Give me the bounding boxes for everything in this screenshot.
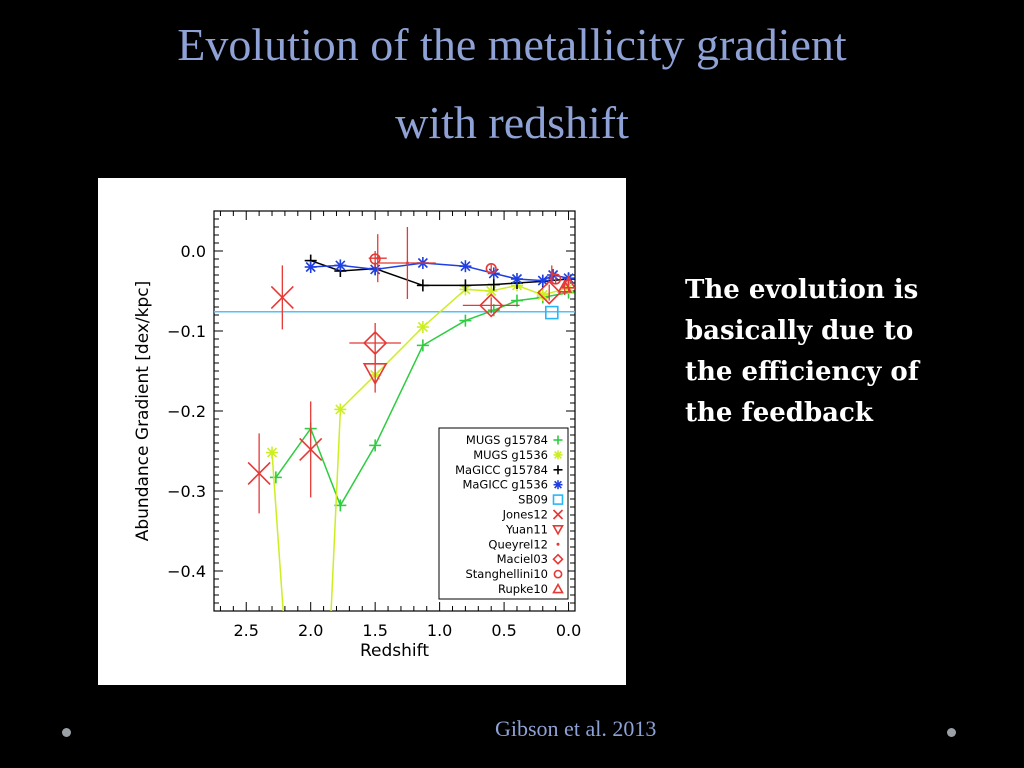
data-point — [334, 259, 347, 272]
legend-label: Stanghellini10 — [465, 567, 548, 581]
side-text-line: the feedback — [685, 398, 873, 428]
data-point — [537, 280, 562, 305]
data-point — [405, 261, 409, 265]
data-point — [369, 439, 382, 452]
legend-box — [438, 427, 569, 600]
data-point — [487, 278, 500, 291]
series-line — [310, 262, 569, 282]
legend-marker — [556, 542, 560, 546]
x-tick-label: 2.0 — [298, 621, 323, 640]
legend-marker — [553, 569, 563, 579]
data-point — [376, 256, 380, 260]
legend-marker — [553, 480, 563, 490]
data-point — [304, 261, 317, 273]
data-point — [324, 629, 336, 641]
data-point — [363, 330, 388, 356]
data-point — [550, 271, 554, 275]
side-text-line: basically due to — [685, 316, 914, 346]
title-line-1: Evolution of the metallicity gradient — [177, 19, 847, 70]
legend-label: MaGICC g15784 — [455, 463, 548, 477]
data-point — [561, 275, 575, 289]
y-tick-label: −0.1 — [167, 322, 206, 341]
legend-label: Yuan11 — [505, 522, 548, 536]
legend-label: Queyrel12 — [488, 537, 548, 551]
x-tick-label: 2.5 — [234, 621, 259, 640]
data-point — [485, 262, 497, 275]
legend-marker — [553, 435, 563, 445]
data-point — [416, 339, 429, 352]
legend-marker — [552, 553, 564, 565]
legend-label: SB09 — [518, 493, 548, 507]
legend-marker — [552, 509, 564, 520]
legend-marker — [552, 494, 564, 505]
side-text-line: The evolution is — [685, 275, 919, 305]
series-magicc-g15784 — [304, 254, 575, 292]
series-line — [275, 291, 569, 508]
data-point — [510, 273, 523, 285]
data-point — [270, 285, 294, 309]
plot-area — [214, 227, 575, 641]
data-point — [459, 314, 472, 327]
data-point — [536, 289, 549, 301]
x-axis-label: Redshift — [360, 641, 429, 661]
y-axis-label: Abundance Gradient [dex/kpc] — [133, 281, 153, 542]
legend-marker — [553, 465, 563, 475]
data-point — [299, 437, 323, 461]
data-point — [459, 279, 472, 292]
data-point — [334, 403, 347, 416]
right-bullet-dot — [947, 728, 956, 737]
series-rupke10 — [557, 275, 575, 295]
y-tick-label: −0.3 — [167, 482, 206, 501]
data-point — [416, 279, 429, 292]
data-point — [510, 294, 523, 307]
data-point — [459, 260, 472, 273]
legend-label: MaGICC g1536 — [462, 478, 548, 492]
series-sb09 — [544, 305, 559, 320]
data-point — [557, 279, 573, 293]
legend-label: Maciel03 — [497, 552, 548, 566]
legend-marker — [552, 582, 564, 594]
data-point — [279, 629, 291, 641]
data-point — [269, 471, 282, 484]
legend-label: Jones12 — [502, 508, 548, 522]
x-tick-label: 1.0 — [427, 621, 452, 640]
slide-title: Evolution of the metallicity gradient wi… — [0, 6, 1024, 162]
title-line-2: with redshift — [395, 97, 629, 148]
legend-label: MUGS g15784 — [466, 433, 548, 447]
data-point — [362, 363, 388, 386]
y-tick-label: 0.0 — [181, 242, 206, 261]
data-point — [247, 461, 271, 485]
y-tick-label: −0.4 — [167, 562, 206, 581]
series-queyrel12 — [368, 227, 554, 299]
data-point — [550, 273, 562, 285]
side-text-line: the efficiency of — [685, 357, 919, 387]
chart-panel: 2.5 2.0 1.5 1.0 0.5 0.0 0.0 −0.1 −0.2 −0.3 −0.4 Red… — [98, 178, 626, 685]
legend-marker — [552, 524, 564, 536]
data-point — [266, 446, 279, 459]
series-maciel03 — [349, 280, 562, 363]
data-point — [369, 253, 381, 265]
series-jones12 — [247, 265, 323, 514]
x-tick-label: 1.5 — [362, 621, 387, 640]
citation: Gibson et al. 2013 — [495, 716, 657, 741]
x-tick-label: 0.0 — [556, 621, 581, 640]
data-point — [479, 293, 504, 318]
data-point — [416, 321, 429, 333]
left-bullet-dot — [62, 728, 71, 737]
series-stanghellini10 — [369, 251, 562, 285]
side-text: The evolution is basically due to the ef… — [685, 270, 1015, 434]
x-tick-label: 0.5 — [491, 621, 516, 640]
y-tick-label: −0.2 — [167, 402, 206, 421]
legend-label: Rupke10 — [498, 582, 548, 596]
data-point — [544, 305, 559, 320]
data-point — [536, 274, 549, 287]
legend-label: MUGS g1536 — [473, 448, 548, 462]
metallicity-gradient-chart: 2.5 2.0 1.5 1.0 0.5 0.0 0.0 −0.1 −0.2 −0.3 −0.4 Red… — [133, 210, 581, 661]
legend-marker — [553, 450, 563, 460]
